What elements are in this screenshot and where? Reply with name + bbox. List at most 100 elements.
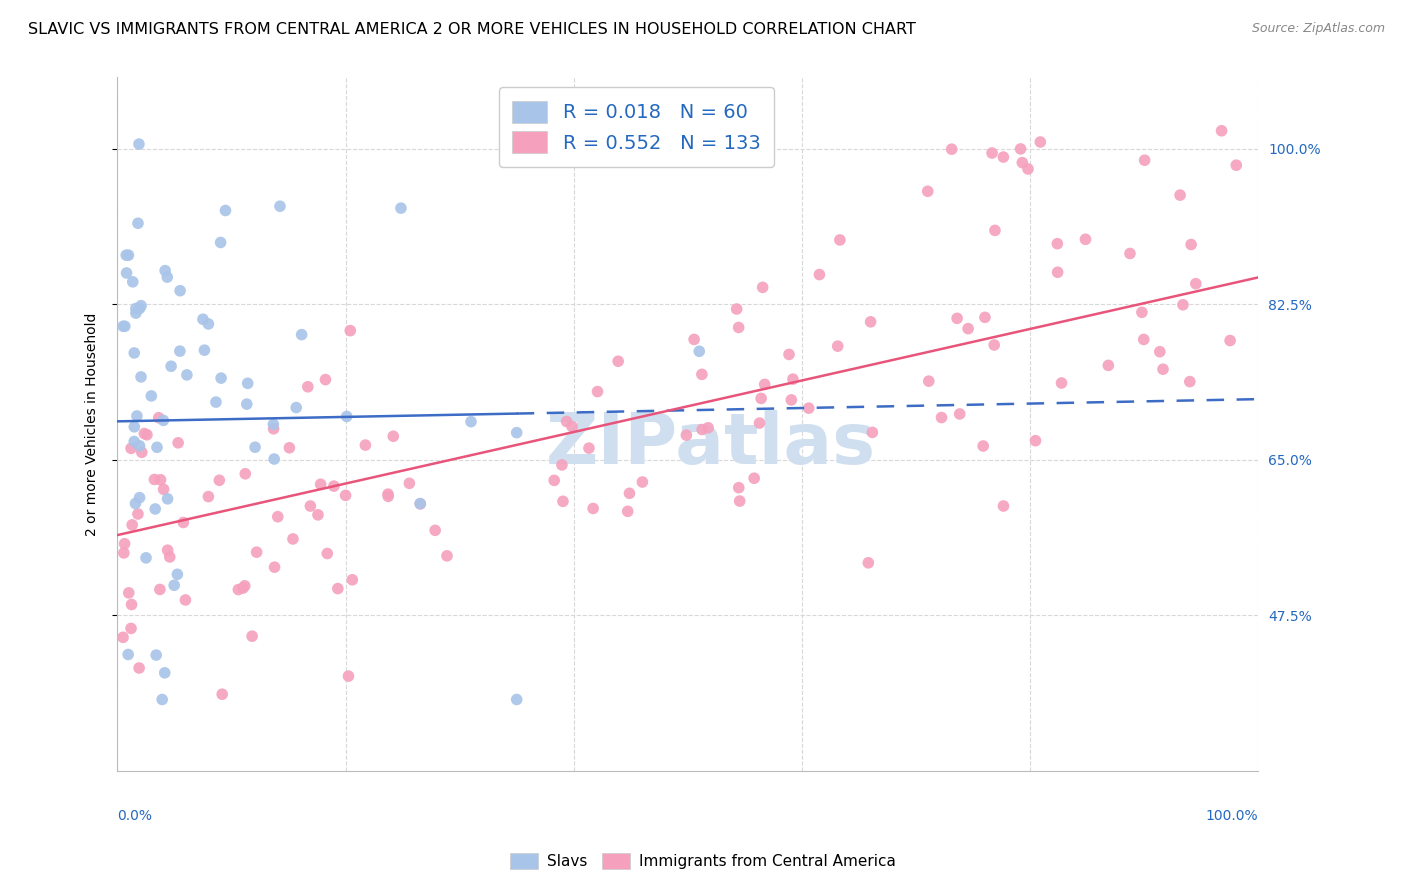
Point xyxy=(984,223,1007,237)
Point xyxy=(232,581,254,595)
Point xyxy=(143,473,166,487)
Point xyxy=(931,410,953,425)
Point xyxy=(209,371,232,385)
Point xyxy=(555,415,578,429)
Point xyxy=(167,435,190,450)
Point xyxy=(243,440,266,454)
Point xyxy=(285,401,308,415)
Point xyxy=(163,578,186,592)
Point xyxy=(129,299,152,313)
Point xyxy=(205,395,228,409)
Point xyxy=(1011,155,1033,169)
Point xyxy=(551,494,574,508)
Point xyxy=(436,549,458,563)
Point xyxy=(121,517,143,532)
Point xyxy=(972,439,994,453)
Point xyxy=(561,419,583,434)
Point xyxy=(946,311,969,326)
Point xyxy=(112,546,135,560)
Point xyxy=(291,327,314,342)
Point xyxy=(141,389,163,403)
Point xyxy=(156,270,179,285)
Point xyxy=(1185,277,1208,291)
Point xyxy=(949,407,972,421)
Point xyxy=(326,582,349,596)
Text: 0.0%: 0.0% xyxy=(117,809,152,823)
Point xyxy=(1180,237,1202,252)
Point xyxy=(240,629,263,643)
Point xyxy=(983,338,1005,352)
Point xyxy=(135,427,157,442)
Point xyxy=(128,301,150,316)
Point xyxy=(335,488,357,502)
Point xyxy=(1133,153,1156,168)
Point xyxy=(208,473,231,487)
Point xyxy=(780,392,803,407)
Point xyxy=(128,491,150,505)
Point xyxy=(377,487,399,501)
Point xyxy=(129,370,152,384)
Point xyxy=(125,301,148,316)
Point xyxy=(1046,265,1069,279)
Point xyxy=(148,410,170,425)
Point xyxy=(974,310,997,325)
Point xyxy=(299,499,322,513)
Point xyxy=(690,423,713,437)
Point xyxy=(262,417,284,432)
Point xyxy=(117,248,139,262)
Point xyxy=(727,481,749,495)
Text: Source: ZipAtlas.com: Source: ZipAtlas.com xyxy=(1251,22,1385,36)
Point xyxy=(808,268,831,282)
Point xyxy=(153,263,176,277)
Point xyxy=(1050,376,1073,390)
Point xyxy=(135,550,157,565)
Point xyxy=(543,474,565,488)
Point xyxy=(128,439,150,453)
Point xyxy=(160,359,183,374)
Point xyxy=(828,233,851,247)
Point xyxy=(309,477,332,491)
Point xyxy=(1152,362,1174,376)
Point xyxy=(209,235,232,250)
Point xyxy=(797,401,820,416)
Point xyxy=(118,586,141,600)
Point xyxy=(197,317,219,331)
Point xyxy=(124,420,146,434)
Point xyxy=(281,532,304,546)
Point xyxy=(114,319,136,334)
Point xyxy=(690,368,713,382)
Point xyxy=(620,140,643,154)
Point xyxy=(120,442,142,456)
Point xyxy=(1149,344,1171,359)
Point xyxy=(1168,188,1191,202)
Point xyxy=(214,203,236,218)
Point xyxy=(146,440,169,454)
Legend: R = 0.018   N = 60, R = 0.552   N = 133: R = 0.018 N = 60, R = 0.552 N = 133 xyxy=(499,87,775,167)
Point xyxy=(150,692,173,706)
Point xyxy=(748,416,770,430)
Point xyxy=(297,380,319,394)
Point xyxy=(398,476,420,491)
Point xyxy=(211,687,233,701)
Point xyxy=(423,524,446,538)
Point xyxy=(122,346,145,360)
Point xyxy=(263,560,285,574)
Point xyxy=(697,421,720,435)
Point xyxy=(1132,333,1154,347)
Point xyxy=(127,507,149,521)
Point xyxy=(166,567,188,582)
Point xyxy=(342,573,364,587)
Point xyxy=(115,248,138,262)
Point xyxy=(1171,298,1194,312)
Point xyxy=(131,445,153,459)
Point xyxy=(981,146,1004,161)
Point xyxy=(941,142,963,156)
Point xyxy=(382,429,405,443)
Point xyxy=(114,537,136,551)
Point xyxy=(1029,135,1052,149)
Y-axis label: 2 or more Vehicles in Household: 2 or more Vehicles in Household xyxy=(86,312,100,536)
Point xyxy=(377,489,399,503)
Point xyxy=(1017,161,1039,176)
Point xyxy=(127,216,149,230)
Point xyxy=(505,692,527,706)
